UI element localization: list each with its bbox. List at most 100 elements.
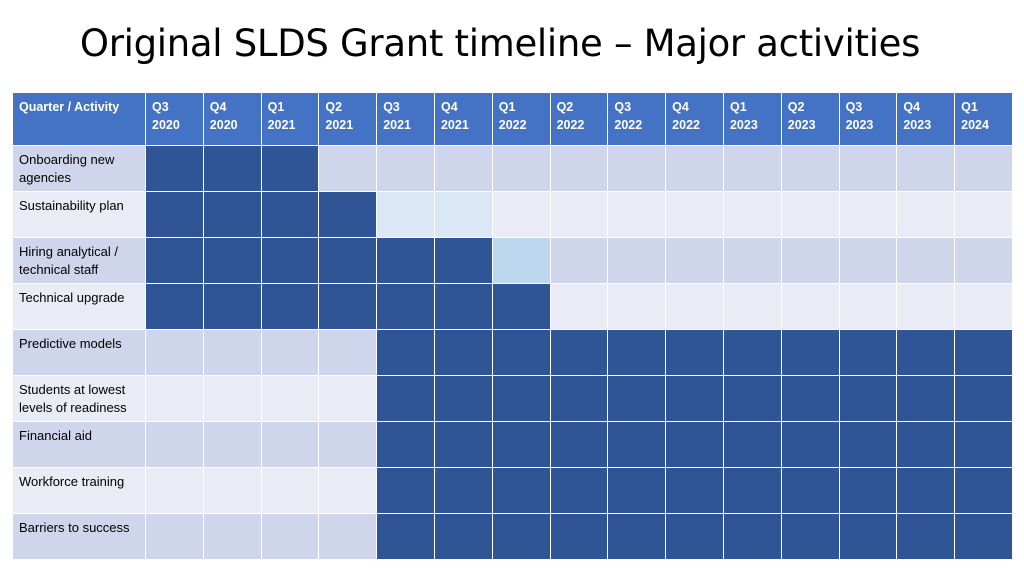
timeline-cell-empty bbox=[202, 375, 262, 422]
timeline-cell-empty bbox=[954, 145, 1013, 192]
timeline-cell-empty bbox=[896, 145, 956, 192]
timeline-cell-dark bbox=[896, 421, 956, 468]
timeline-cell-dark bbox=[838, 375, 898, 422]
activity-label: Technical upgrade bbox=[12, 283, 146, 330]
timeline-cell-dark bbox=[780, 329, 840, 376]
timeline-cell-dark bbox=[376, 421, 435, 468]
timeline-cell-empty bbox=[954, 237, 1013, 284]
timeline-cell-empty bbox=[838, 237, 898, 284]
timeline-cell-empty bbox=[549, 191, 609, 238]
activity-label: Barriers to success bbox=[12, 513, 146, 560]
timeline-cell-dark bbox=[376, 283, 435, 330]
timeline-cell-dark bbox=[260, 145, 320, 192]
quarter-header: Q2 2022 bbox=[549, 92, 609, 146]
activity-label: Onboarding new agencies bbox=[12, 145, 146, 192]
timeline-cell-dark bbox=[896, 467, 956, 514]
activity-label: Sustainability plan bbox=[12, 191, 146, 238]
quarter-header: Q3 2020 bbox=[145, 92, 204, 146]
timeline-cell-empty bbox=[838, 145, 898, 192]
timeline-cell-dark bbox=[607, 513, 667, 560]
activity-row: Financial aid bbox=[12, 421, 1013, 468]
year-label: 2021 bbox=[267, 118, 296, 132]
timeline-cell-empty bbox=[665, 145, 724, 192]
quarter-label: Q3 bbox=[614, 100, 632, 114]
timeline-cell-empty bbox=[491, 191, 551, 238]
timeline-cell-empty bbox=[665, 237, 724, 284]
quarter-label: Q4 bbox=[903, 100, 921, 114]
timeline-cell-empty bbox=[260, 421, 320, 468]
activity-label: Students at lowest levels of readiness bbox=[12, 375, 146, 422]
year-label: 2021 bbox=[325, 118, 354, 132]
year-label: 2023 bbox=[729, 118, 758, 132]
timeline-cell-empty bbox=[318, 513, 378, 560]
timeline-cell-dark bbox=[491, 467, 551, 514]
timeline-cell-empty bbox=[665, 191, 724, 238]
timeline-cell-pale bbox=[433, 191, 493, 238]
quarter-label: Q3 bbox=[383, 100, 400, 114]
timeline-cell-dark bbox=[722, 329, 782, 376]
timeline-cell-dark bbox=[780, 467, 840, 514]
year-label: 2020 bbox=[152, 118, 180, 132]
timeline-cell-dark bbox=[838, 329, 898, 376]
timeline-cell-dark bbox=[838, 513, 898, 560]
timeline-cell-empty bbox=[722, 237, 782, 284]
activity-row: Students at lowest levels of readiness bbox=[12, 375, 1013, 422]
timeline-cell-dark bbox=[665, 513, 724, 560]
timeline-cell-pale bbox=[376, 191, 435, 238]
timeline-cell-empty bbox=[780, 237, 840, 284]
timeline-cell-dark bbox=[491, 513, 551, 560]
timeline-cell-dark bbox=[318, 237, 378, 284]
quarter-header: Q4 2021 bbox=[433, 92, 493, 146]
quarter-header: Q4 2020 bbox=[202, 92, 262, 146]
timeline-cell-dark bbox=[145, 145, 204, 192]
timeline-cell-dark bbox=[896, 375, 956, 422]
timeline-cell-empty bbox=[722, 145, 782, 192]
quarter-header: Q2 2023 bbox=[780, 92, 840, 146]
timeline-cell-empty bbox=[549, 145, 609, 192]
quarter-label: Q1 bbox=[961, 100, 978, 114]
activity-label: Financial aid bbox=[12, 421, 146, 468]
timeline-cell-dark bbox=[665, 421, 724, 468]
timeline-cell-dark bbox=[145, 283, 204, 330]
timeline-cell-dark bbox=[491, 329, 551, 376]
year-label: 2023 bbox=[845, 118, 874, 132]
year-label: 2020 bbox=[209, 118, 238, 132]
timeline-cell-dark bbox=[607, 329, 667, 376]
quarter-header: Q2 2021 bbox=[318, 92, 378, 146]
activity-label: Workforce training bbox=[12, 467, 146, 514]
quarter-label: Q2 bbox=[787, 100, 805, 114]
timeline-cell-empty bbox=[954, 191, 1013, 238]
activity-row: Onboarding new agencies bbox=[12, 145, 1013, 192]
timeline-cell-dark bbox=[896, 329, 956, 376]
timeline-cell-empty bbox=[780, 283, 840, 330]
quarter-header: Q3 2023 bbox=[838, 92, 898, 146]
timeline-cell-dark bbox=[202, 145, 262, 192]
timeline-cell-dark bbox=[607, 421, 667, 468]
timeline-cell-dark bbox=[376, 375, 435, 422]
timeline-cell-dark bbox=[838, 421, 898, 468]
quarter-header: Q3 2022 bbox=[607, 92, 667, 146]
timeline-cell-dark bbox=[433, 421, 493, 468]
timeline-cell-empty bbox=[202, 421, 262, 468]
timeline-cell-dark bbox=[665, 329, 724, 376]
timeline-cell-dark bbox=[260, 237, 320, 284]
activity-row: Sustainability plan bbox=[12, 191, 1013, 238]
timeline-cell-dark bbox=[780, 375, 840, 422]
year-label: 2022 bbox=[498, 118, 527, 132]
timeline-cell-dark bbox=[954, 467, 1013, 514]
timeline-cell-empty bbox=[318, 421, 378, 468]
timeline-cell-dark bbox=[549, 421, 609, 468]
quarter-label: Q2 bbox=[325, 100, 343, 114]
timeline-cell-dark bbox=[433, 467, 493, 514]
quarter-header: Q1 2021 bbox=[260, 92, 320, 146]
timeline-cell-empty bbox=[202, 467, 262, 514]
activity-rows: Onboarding new agencies Sustainability pl… bbox=[12, 145, 1013, 560]
slide-title: Original SLDS Grant timeline – Major act… bbox=[79, 22, 921, 65]
timeline-cell-dark bbox=[607, 467, 667, 514]
activity-label: Predictive models bbox=[12, 329, 146, 376]
timeline-cell-empty bbox=[607, 237, 667, 284]
timeline-cell-empty bbox=[260, 375, 320, 422]
timeline-cell-empty bbox=[491, 145, 551, 192]
quarter-header: Q4 2022 bbox=[665, 92, 724, 146]
timeline-cell-dark bbox=[607, 375, 667, 422]
